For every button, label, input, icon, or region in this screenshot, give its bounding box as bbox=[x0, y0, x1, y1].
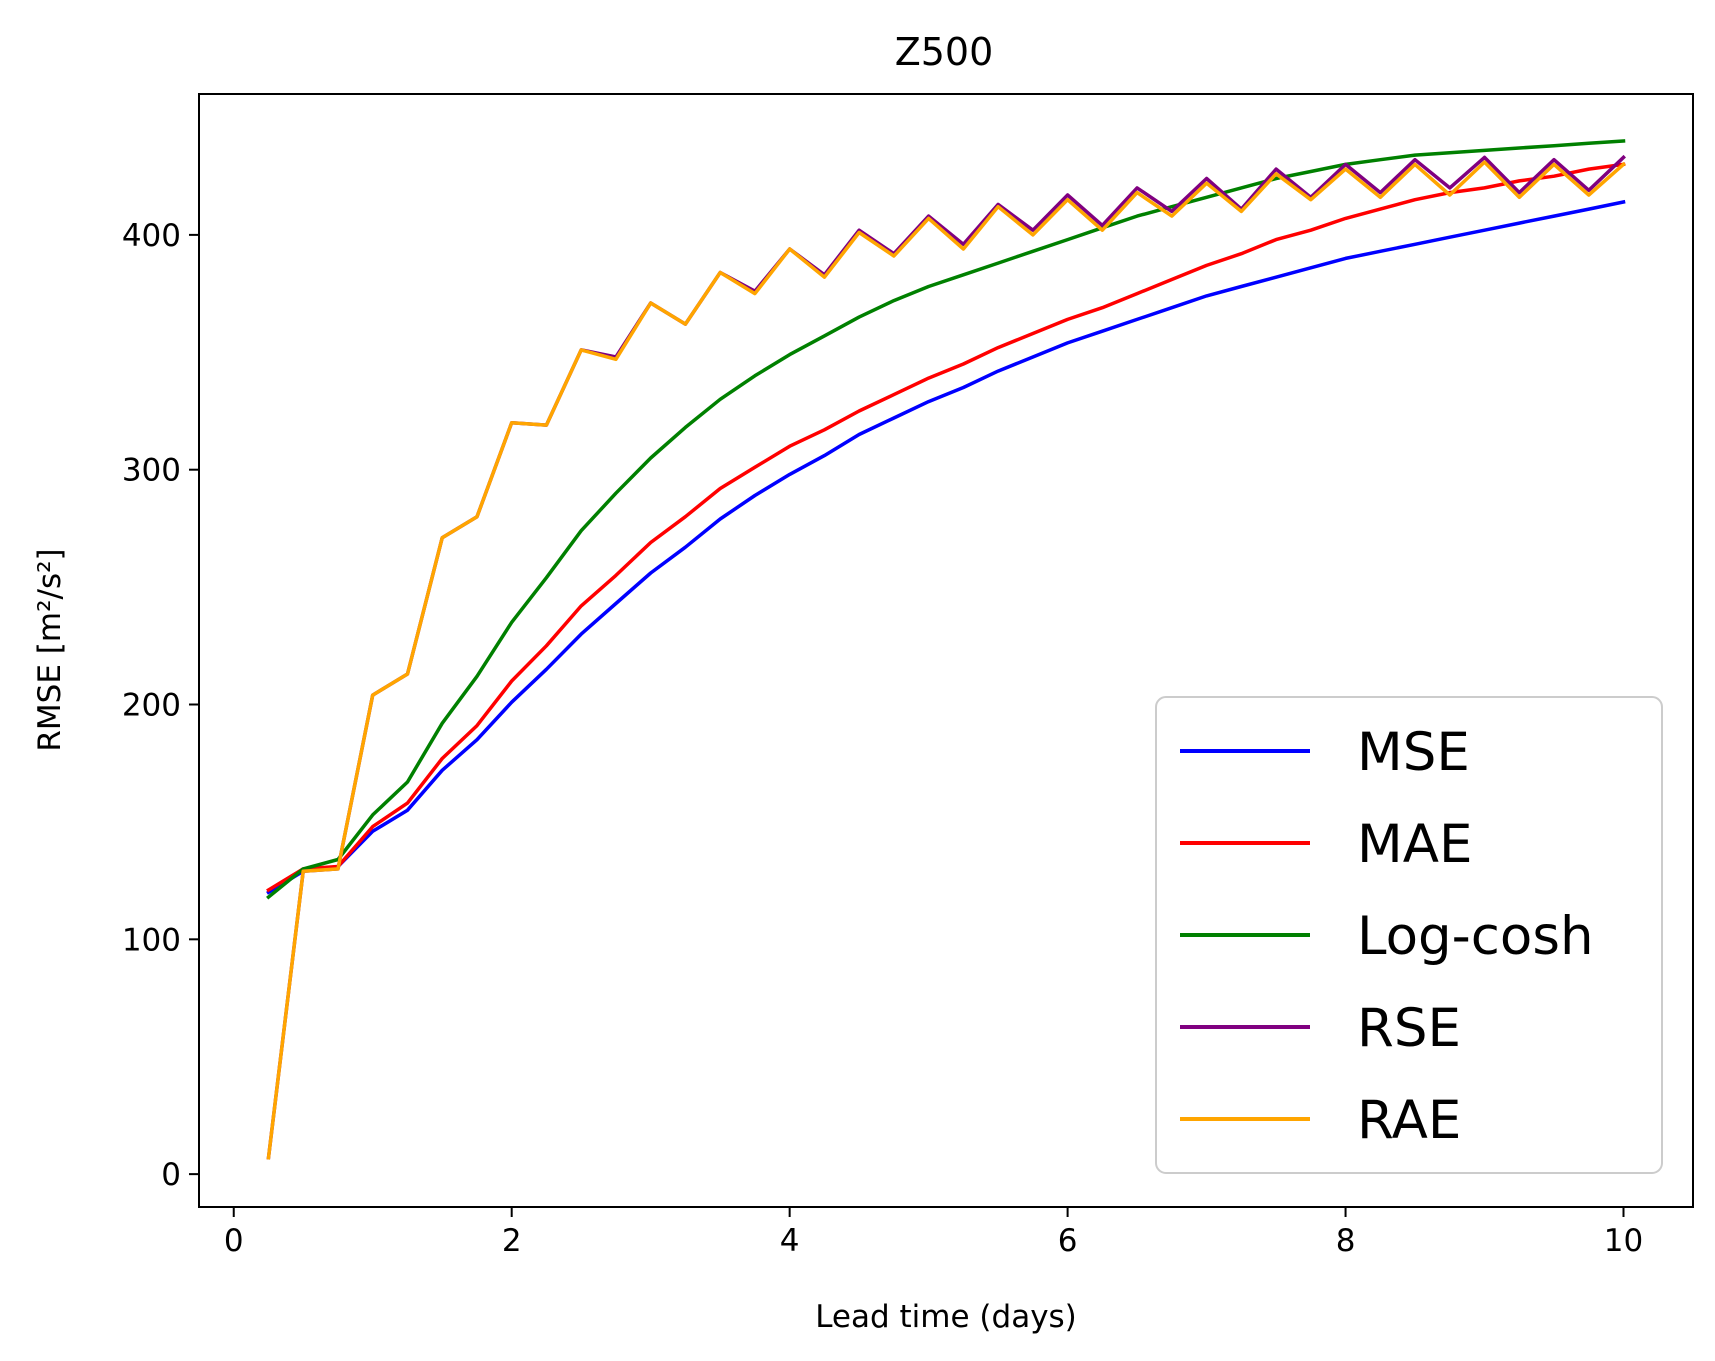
x-tick-label: 0 bbox=[224, 1223, 244, 1259]
x-tick-label: 6 bbox=[1058, 1223, 1078, 1259]
legend-label-mae: MAE bbox=[1357, 814, 1472, 875]
series-layer bbox=[266, 139, 1626, 1160]
series-line-mse bbox=[266, 199, 1626, 895]
x-tick-label: 4 bbox=[780, 1223, 800, 1259]
legend: MSE MAE Log-cosh RSE RAE bbox=[1155, 696, 1663, 1174]
y-tick-label: 100 bbox=[122, 922, 181, 958]
series-line-mae bbox=[266, 162, 1626, 893]
y-axis: 0 100 200 300 400 bbox=[122, 218, 199, 1193]
x-axis: 0 2 4 6 8 10 bbox=[224, 1207, 1643, 1259]
x-axis-label: Lead time (days) bbox=[815, 1299, 1077, 1335]
x-tick-label: 8 bbox=[1336, 1223, 1356, 1259]
legend-label-mse: MSE bbox=[1357, 722, 1470, 783]
series-line-rae bbox=[266, 160, 1626, 1160]
plot-frame bbox=[198, 93, 1694, 1208]
series-line-log-cosh bbox=[266, 139, 1626, 900]
legend-box bbox=[1155, 696, 1663, 1174]
legend-label-log-cosh: Log-cosh bbox=[1357, 906, 1594, 967]
y-tick-label: 0 bbox=[161, 1157, 181, 1193]
y-tick-label: 200 bbox=[122, 688, 181, 724]
x-tick-label: 2 bbox=[502, 1223, 522, 1259]
legend-label-rae: RAE bbox=[1357, 1090, 1461, 1151]
chart-title: Z500 bbox=[895, 30, 994, 74]
y-tick-label: 400 bbox=[122, 218, 181, 254]
x-tick-label: 10 bbox=[1604, 1223, 1643, 1259]
y-tick-label: 300 bbox=[122, 453, 181, 489]
y-axis-label: RMSE [m²/s²] bbox=[32, 548, 68, 751]
legend-label-rse: RSE bbox=[1357, 998, 1461, 1059]
